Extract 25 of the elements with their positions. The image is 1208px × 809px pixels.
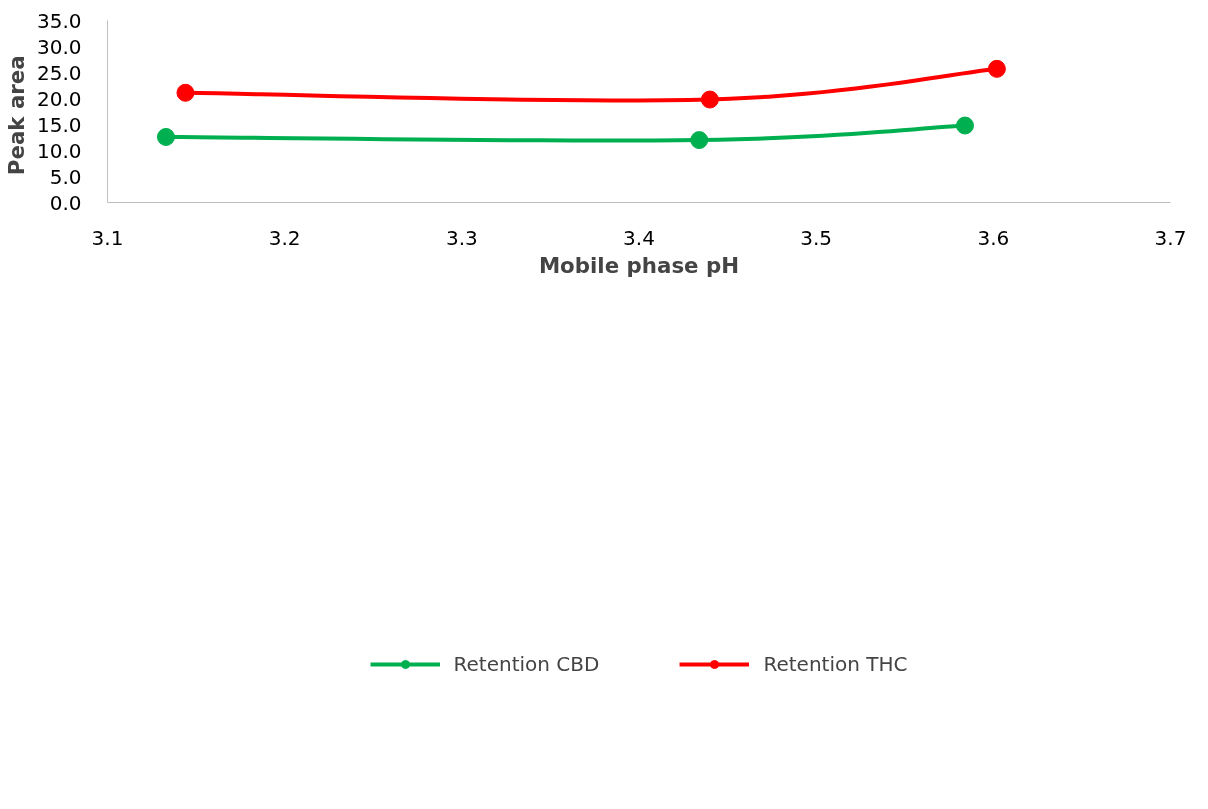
y-tick-label: 5.0 [49, 164, 82, 189]
point [700, 90, 719, 109]
point [690, 131, 709, 150]
x-tick-label: 3.4 [623, 225, 655, 250]
y-tick-label: 30.0 [36, 34, 82, 59]
point [156, 128, 175, 146]
x-tick-label: 3.5 [800, 225, 833, 250]
x-tick-label: 3.7 [1154, 225, 1187, 250]
legend-label: Retention THC [763, 652, 908, 676]
legend-label: Retention CBD [453, 652, 600, 676]
x-tick-label: 3.3 [445, 225, 478, 250]
y-tick-label: 20.0 [36, 86, 82, 111]
y-tick-label: 0.0 [49, 190, 82, 215]
point [176, 83, 195, 102]
x-axis-title: Mobile phase pH [538, 252, 740, 278]
y-tick-label: 25.0 [36, 60, 82, 85]
y-tick-label: 35.0 [36, 8, 82, 33]
x-tick-label: 3.2 [268, 225, 301, 250]
x-tick-label: 3.6 [977, 225, 1010, 250]
y-tick-label: 15.0 [36, 112, 82, 137]
y-tick-label: 10.0 [36, 138, 82, 163]
point [955, 116, 974, 135]
y-axis-title: Peak area [3, 55, 29, 176]
x-tick-label: 3.1 [91, 225, 124, 250]
point [987, 59, 1006, 78]
